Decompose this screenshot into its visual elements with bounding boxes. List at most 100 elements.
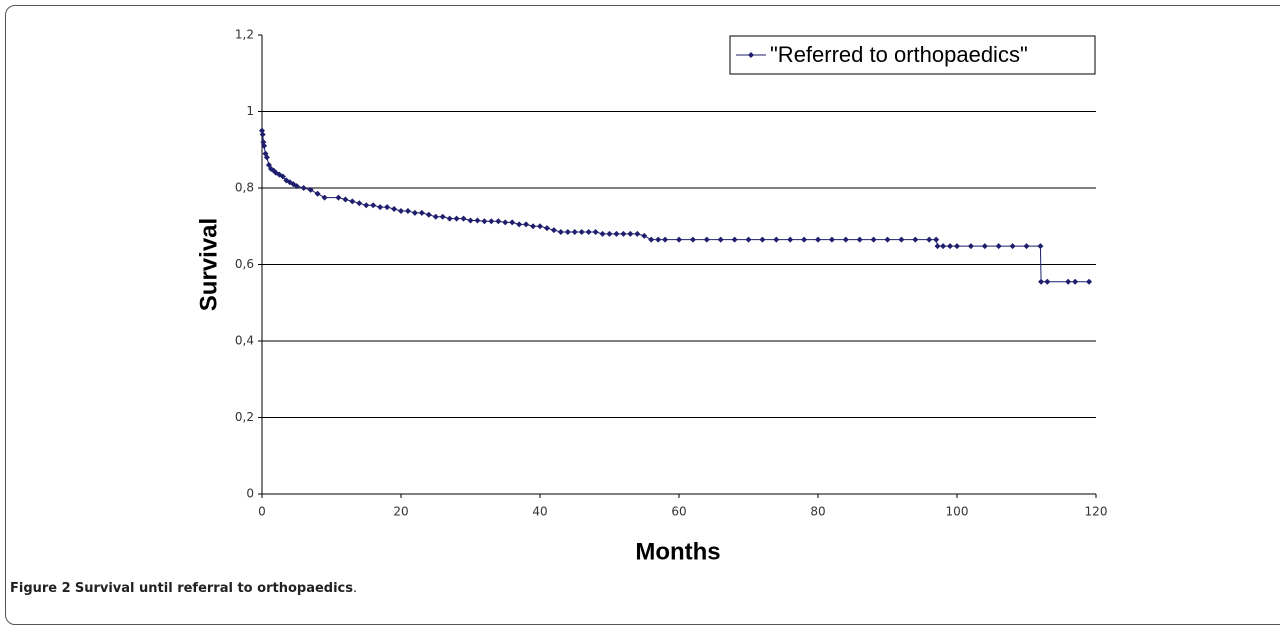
x-tick-label: 20 bbox=[393, 505, 408, 519]
x-tick-label: 120 bbox=[1085, 505, 1108, 519]
data-point bbox=[446, 215, 453, 222]
y-tick-label: 0,8 bbox=[235, 181, 254, 195]
data-point bbox=[495, 218, 502, 225]
data-point bbox=[550, 227, 557, 234]
y-tick-label: 0,6 bbox=[235, 257, 254, 271]
data-point bbox=[995, 243, 1002, 250]
data-point bbox=[314, 190, 321, 197]
data-point bbox=[606, 230, 613, 237]
data-point bbox=[425, 211, 432, 218]
data-point bbox=[745, 236, 752, 243]
y-tick-label: 0,4 bbox=[235, 334, 254, 348]
data-point bbox=[613, 230, 620, 237]
x-tick-label: 100 bbox=[946, 505, 969, 519]
data-point bbox=[703, 236, 710, 243]
data-point bbox=[815, 236, 821, 243]
data-point bbox=[279, 173, 286, 180]
data-point bbox=[356, 200, 363, 207]
caption-label: Figure 2 bbox=[10, 581, 71, 596]
y-tick-label: 1,2 bbox=[235, 28, 254, 42]
data-point bbox=[432, 213, 439, 220]
data-point bbox=[300, 185, 307, 191]
data-point bbox=[557, 228, 564, 235]
data-point bbox=[335, 194, 342, 201]
data-point bbox=[926, 236, 933, 243]
data-point bbox=[585, 228, 592, 235]
data-point bbox=[571, 228, 578, 235]
data-point bbox=[1009, 243, 1016, 250]
data-point bbox=[384, 204, 391, 211]
data-point bbox=[1044, 278, 1051, 285]
legend-label: "Referred to orthopaedics" bbox=[770, 42, 1028, 67]
data-point bbox=[933, 236, 940, 243]
data-point bbox=[634, 230, 641, 237]
data-point bbox=[627, 230, 634, 237]
data-point bbox=[363, 202, 370, 209]
data-point bbox=[947, 243, 954, 250]
x-tick-label: 0 bbox=[258, 505, 266, 519]
data-point bbox=[523, 221, 530, 228]
data-point bbox=[543, 225, 550, 232]
data-point bbox=[884, 236, 891, 243]
data-point bbox=[1023, 243, 1030, 250]
data-point bbox=[404, 207, 411, 214]
data-point bbox=[259, 127, 265, 134]
page: {"chart_data": {"type": "line", "xlabel"… bbox=[5, 5, 1280, 625]
data-point bbox=[321, 194, 328, 201]
y-tick-label: 0,2 bbox=[235, 410, 254, 424]
data-point bbox=[259, 131, 266, 138]
y-axis-label: Survival bbox=[195, 218, 222, 311]
legend-marker bbox=[748, 52, 754, 58]
data-point bbox=[474, 217, 481, 224]
caption-end: . bbox=[353, 581, 358, 596]
data-point bbox=[648, 236, 655, 243]
data-point bbox=[509, 219, 516, 226]
data-point bbox=[981, 243, 988, 250]
data-point bbox=[662, 236, 669, 243]
data-point bbox=[342, 196, 349, 203]
data-point bbox=[842, 236, 849, 243]
data-point bbox=[620, 230, 627, 237]
data-point bbox=[773, 236, 780, 243]
data-point bbox=[759, 236, 766, 243]
data-point bbox=[967, 243, 974, 250]
data-point bbox=[488, 218, 495, 225]
data-point bbox=[370, 202, 377, 209]
data-point bbox=[689, 236, 696, 243]
x-tick-label: 60 bbox=[671, 505, 686, 519]
caption-text: Survival until referral to orthopaedics bbox=[74, 581, 353, 596]
legend-box bbox=[729, 35, 1096, 75]
data-point bbox=[731, 236, 738, 243]
data-point bbox=[261, 142, 268, 149]
data-point bbox=[940, 243, 947, 250]
data-point bbox=[801, 236, 808, 243]
data-point bbox=[717, 236, 724, 243]
data-point bbox=[398, 207, 404, 214]
data-point bbox=[898, 236, 905, 243]
data-point bbox=[516, 221, 523, 228]
data-point bbox=[307, 186, 314, 193]
data-point bbox=[578, 228, 585, 235]
y-tick-label: 1 bbox=[246, 104, 254, 118]
data-point bbox=[787, 236, 794, 243]
data-point bbox=[293, 183, 300, 190]
data-point bbox=[260, 139, 267, 146]
data-point bbox=[411, 209, 418, 216]
data-point bbox=[564, 228, 571, 235]
data-point bbox=[1065, 278, 1072, 285]
x-tick-label: 80 bbox=[810, 505, 825, 519]
data-point bbox=[655, 236, 662, 243]
x-axis-label: Months bbox=[635, 538, 720, 565]
data-point bbox=[954, 243, 960, 250]
data-point bbox=[467, 217, 474, 224]
data-point bbox=[530, 223, 537, 230]
data-point bbox=[1038, 278, 1045, 285]
caption: Figure 2 Survival until referral to orth… bbox=[10, 581, 357, 596]
data-point bbox=[599, 230, 606, 237]
data-point bbox=[1072, 278, 1079, 285]
data-point bbox=[537, 223, 543, 230]
chart: 0 0,2 0,4 0,6 0,8 1 1,2 0 20 40 60 80 100 120 Months Su… bbox=[195, 28, 1108, 566]
data-point bbox=[453, 215, 460, 222]
data-point bbox=[1037, 243, 1044, 250]
data-point bbox=[934, 243, 941, 250]
